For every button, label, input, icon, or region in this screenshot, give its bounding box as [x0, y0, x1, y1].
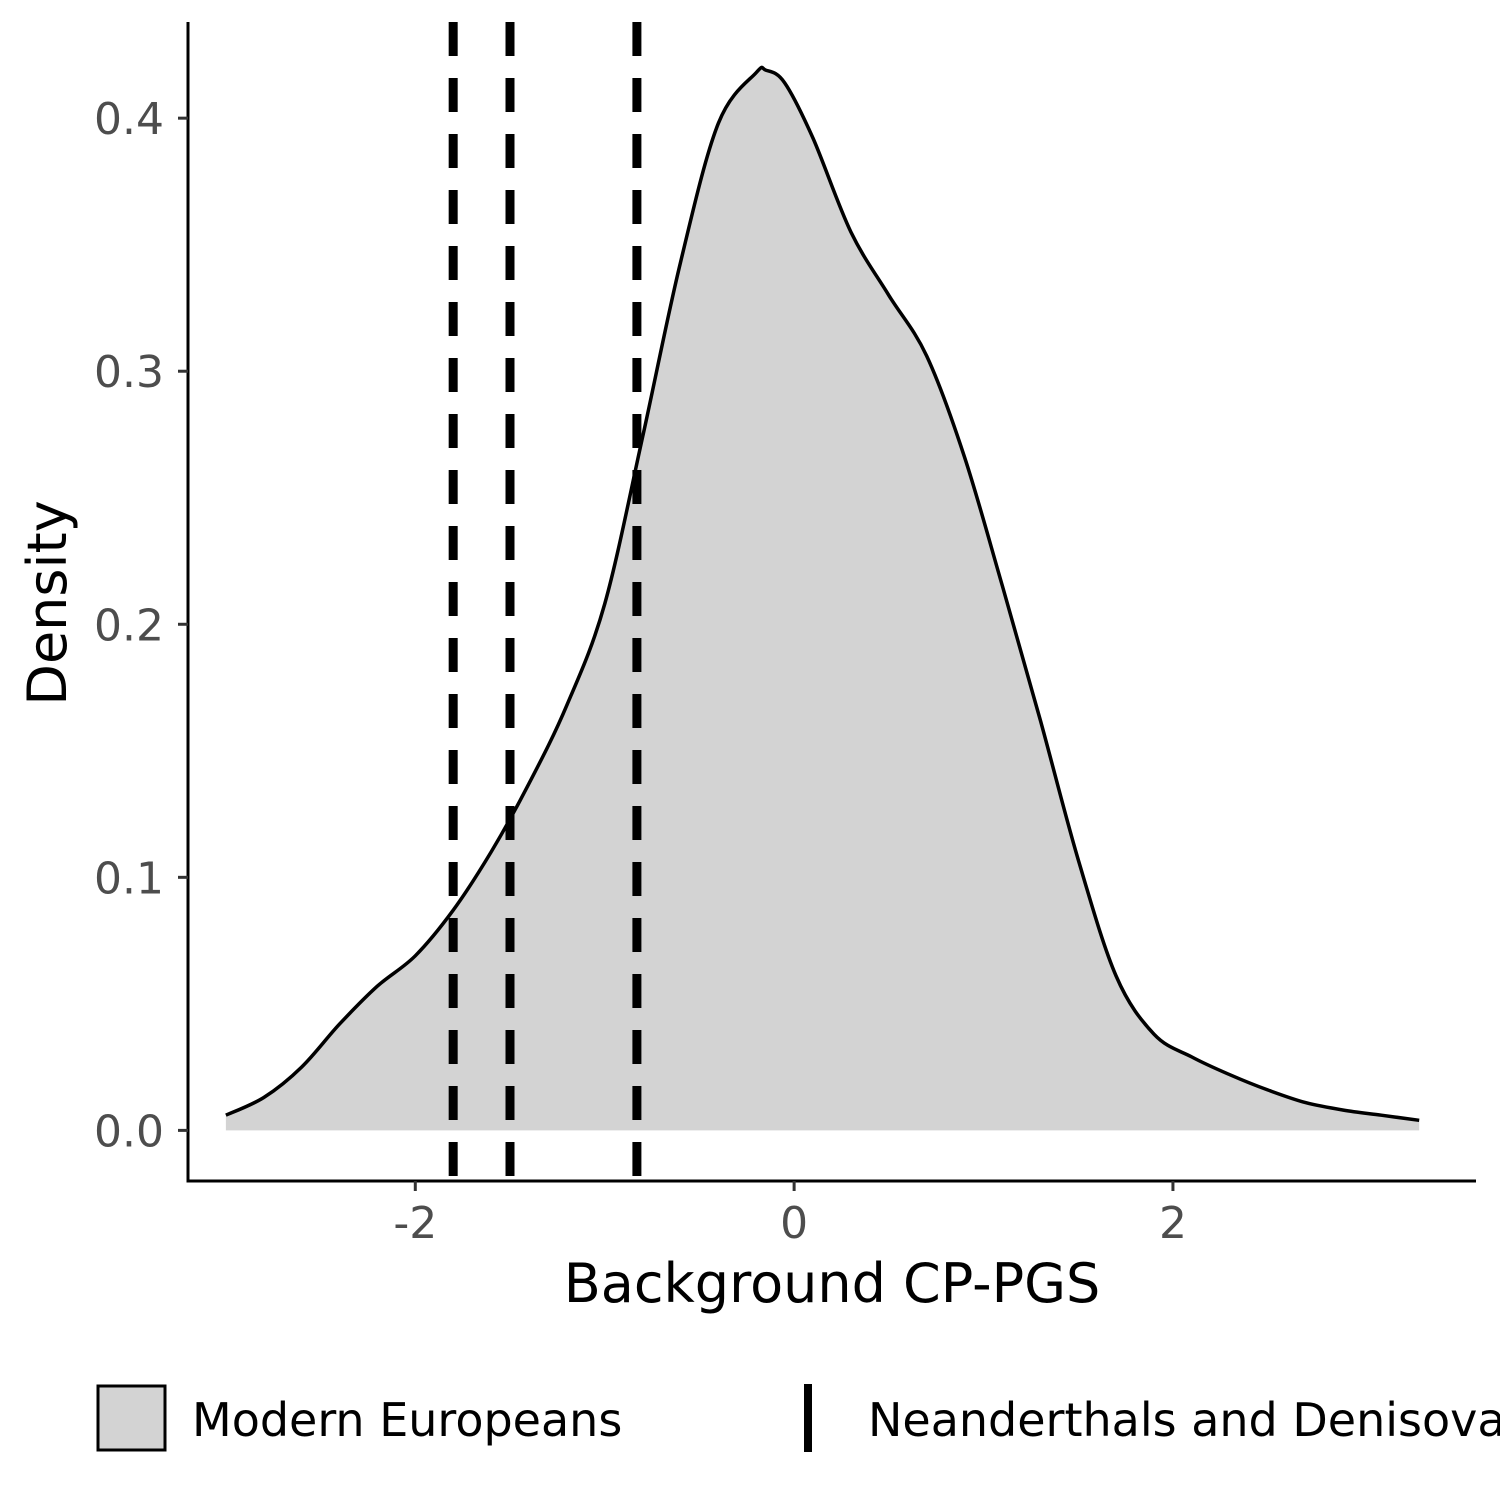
plot-area	[225, 65, 1420, 1131]
y-tick-label: 0.3	[94, 347, 164, 398]
y-tick-label: 0.0	[94, 1106, 164, 1157]
x-tick-label: 2	[1159, 1198, 1187, 1249]
neanderthal-denisovan-lines	[448, 22, 642, 1181]
x-axis-title: Background CP-PGS	[564, 1252, 1101, 1315]
density-curve-modern-europeans	[225, 65, 1420, 1123]
y-tick-label: 0.1	[94, 853, 164, 904]
y-axis-title: Density	[16, 500, 79, 705]
legend-key-modern-europeans	[96, 1384, 167, 1452]
x-tick-label: -2	[393, 1198, 437, 1249]
x-tick-label: 0	[780, 1198, 808, 1249]
y-tick-label: 0.2	[94, 600, 164, 651]
legend: Modern Europeans Neanderthals and Deniso…	[96, 1384, 1500, 1452]
legend-label-modern-europeans: Modern Europeans	[192, 1393, 622, 1447]
axes: -2 0 2 0.0 0.1 0.2 0.3 0.4	[94, 22, 1476, 1249]
density-area-modern-europeans	[225, 67, 1420, 1131]
y-tick-label: 0.4	[94, 94, 164, 145]
legend-label-neanderthals-denisovans: Neanderthals and Denisovans	[868, 1393, 1500, 1447]
